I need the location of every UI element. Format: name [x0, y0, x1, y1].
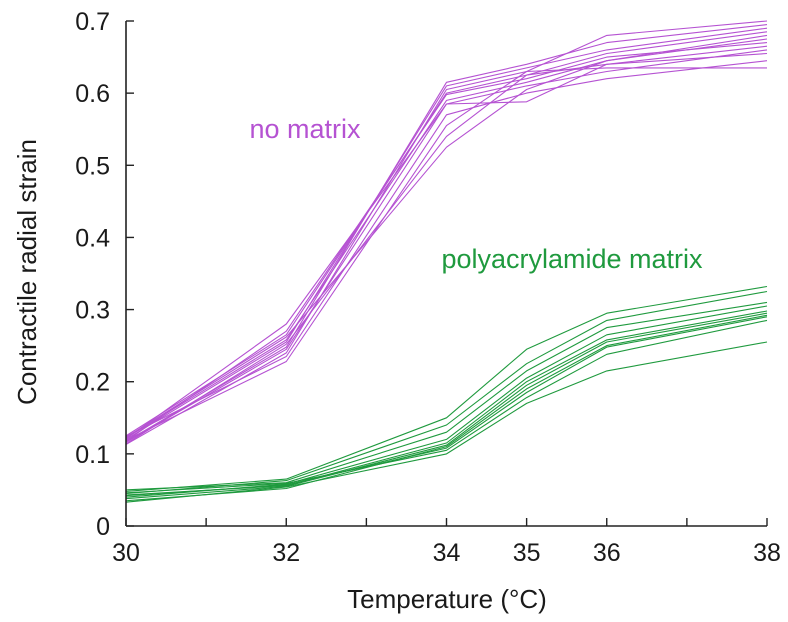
series-line-no-matrix	[125, 60, 768, 437]
y-axis-label: Contractile radial strain	[12, 139, 42, 405]
series-line-no-matrix	[125, 31, 768, 437]
x-tick-label: 36	[593, 539, 621, 567]
series-line-polyacrylamide-matrix	[125, 285, 768, 492]
series-line-polyacrylamide-matrix	[125, 316, 768, 497]
x-tick-label: 30	[112, 539, 140, 567]
series-line-no-matrix	[125, 20, 768, 445]
y-tick-label: 0.2	[75, 369, 110, 397]
annotations: no matrix polyacrylamide matrix	[249, 114, 703, 274]
x-tick-label: 34	[433, 539, 461, 567]
series-line-no-matrix	[125, 45, 768, 443]
series-line-no-matrix	[125, 34, 768, 438]
series-line-no-matrix	[125, 38, 768, 439]
y-tick-label: 0.6	[75, 80, 110, 108]
series-line-no-matrix	[125, 67, 767, 441]
series-line-polyacrylamide-matrix	[125, 319, 768, 494]
y-tick-label: 0.3	[75, 297, 110, 325]
x-tick-label: 32	[272, 539, 300, 567]
series-line-no-matrix	[125, 52, 768, 445]
series-line-no-matrix	[125, 27, 768, 440]
y-tick-label: 0	[96, 513, 110, 541]
y-tick-label: 0.7	[75, 8, 110, 36]
group-label-no-matrix: no matrix	[249, 114, 361, 144]
series-line-no-matrix	[125, 24, 768, 443]
y-ticks: 0 0.1 0.2 0.3 0.4 0.5 0.6 0.7	[75, 8, 134, 541]
series-line-polyacrylamide-matrix	[125, 314, 768, 502]
x-tick-label: 38	[753, 539, 781, 567]
x-tick-label: 35	[513, 539, 541, 567]
x-ticks: 30 32 34 35 36 38	[112, 518, 781, 567]
plot-lines	[125, 20, 768, 503]
series-line-polyacrylamide-matrix	[125, 310, 768, 496]
series-line-polyacrylamide-matrix	[125, 290, 768, 495]
series-line-no-matrix	[125, 42, 768, 442]
group-label-polyacrylamide-matrix: polyacrylamide matrix	[441, 244, 703, 274]
y-tick-label: 0.1	[75, 441, 110, 469]
y-tick-label: 0.5	[75, 152, 110, 180]
series-line-polyacrylamide-matrix	[125, 301, 768, 491]
x-axis-label: Temperature (°C)	[347, 584, 547, 614]
series-line-polyacrylamide-matrix	[125, 341, 768, 503]
series-line-polyacrylamide-matrix	[125, 312, 768, 500]
y-tick-label: 0.4	[75, 224, 110, 252]
